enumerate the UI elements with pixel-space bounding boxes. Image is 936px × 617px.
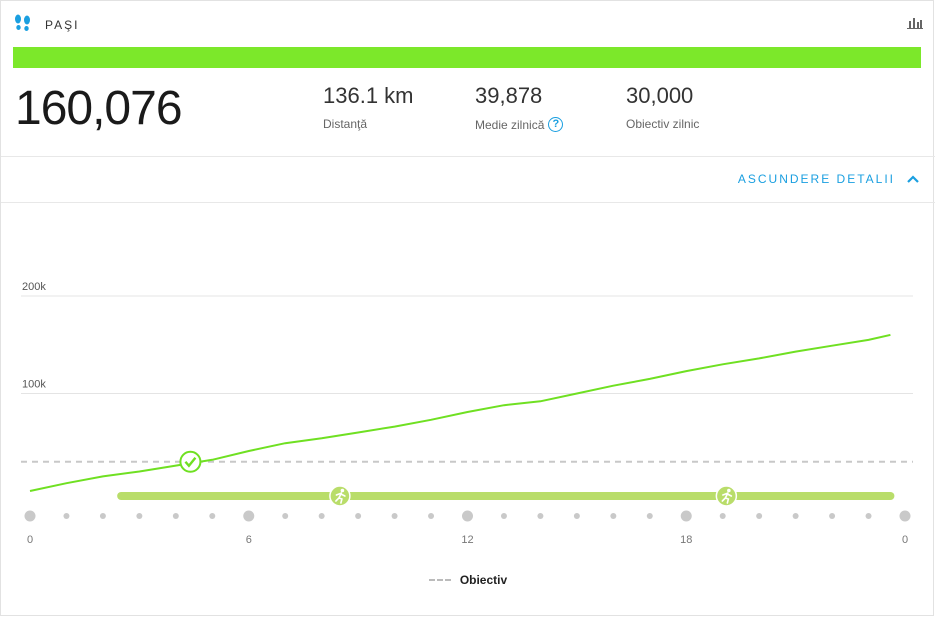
x-tick-label: 12 bbox=[461, 534, 473, 546]
footsteps-icon bbox=[15, 14, 30, 31]
daily-average-label: Medie zilnică bbox=[475, 117, 545, 132]
hour-dot bbox=[428, 513, 435, 519]
hour-dot bbox=[136, 513, 143, 519]
hour-dot bbox=[282, 513, 289, 519]
distance-value: 136.1 km bbox=[323, 83, 414, 108]
goal-reached-check-icon bbox=[179, 450, 202, 473]
running-icon bbox=[329, 485, 351, 507]
divider bbox=[1, 202, 935, 203]
hour-dot bbox=[756, 513, 763, 519]
steps-line-chart: 100k 200k 0 6 12 18 0 bbox=[21, 281, 913, 546]
divider bbox=[1, 156, 935, 157]
hide-details-label: ASCUNDERE DETALII bbox=[737, 172, 895, 186]
x-tick-label: 6 bbox=[246, 534, 252, 546]
hour-dot bbox=[573, 513, 580, 519]
x-tick-label: 0 bbox=[902, 534, 908, 546]
hour-dot bbox=[537, 513, 544, 519]
distance-label: Distanţă bbox=[323, 117, 368, 131]
card-title: PAŞI bbox=[45, 18, 80, 32]
hour-dot bbox=[318, 513, 325, 519]
hour-dot bbox=[99, 513, 106, 519]
total-steps: 160,076 bbox=[15, 82, 183, 135]
y-tick-label: 200k bbox=[22, 281, 46, 293]
legend-goal-label: Obiectiv bbox=[459, 573, 508, 587]
hour-dot bbox=[719, 513, 726, 519]
x-tick-label: 18 bbox=[680, 534, 692, 546]
hour-dot bbox=[792, 513, 799, 519]
hour-dot bbox=[462, 510, 473, 522]
daily-goal-value: 30,000 bbox=[626, 83, 694, 108]
hide-details-toggle[interactable]: ASCUNDERE DETALII bbox=[738, 172, 919, 186]
daily-goal-label: Obiectiv zilnic bbox=[626, 117, 700, 131]
x-tick-label: 0 bbox=[27, 534, 33, 546]
hour-dot bbox=[243, 510, 255, 522]
distance-stat: 136.1 km Distanţă bbox=[323, 83, 414, 131]
hour-dot bbox=[391, 513, 398, 519]
hour-dot bbox=[63, 513, 70, 519]
hour-dot bbox=[355, 513, 362, 519]
hour-dot bbox=[646, 513, 653, 519]
hour-dot bbox=[610, 513, 617, 519]
running-icon bbox=[715, 485, 738, 507]
daily-average-value: 39,878 bbox=[475, 83, 543, 108]
hour-dot bbox=[899, 510, 911, 522]
hour-dot bbox=[680, 510, 692, 522]
y-tick-label: 100k bbox=[22, 379, 46, 391]
chevron-up-icon bbox=[907, 175, 919, 183]
daily-goal-stat: 30,000 Obiectiv zilnic bbox=[626, 83, 699, 131]
hour-dot bbox=[172, 513, 179, 519]
hour-dot bbox=[829, 513, 836, 519]
hour-dot bbox=[24, 510, 36, 522]
daily-average-stat: 39,878 Medie zilnică ? bbox=[475, 83, 564, 132]
hour-dot bbox=[500, 513, 507, 519]
goal-progress-bar bbox=[13, 47, 921, 68]
hour-dot bbox=[865, 513, 872, 519]
chart-legend: Obiectiv bbox=[1, 573, 935, 587]
legend-goal-swatch bbox=[428, 579, 451, 581]
card-header: PAŞI bbox=[1, 1, 935, 47]
hour-dot bbox=[209, 513, 216, 519]
steps-series-line bbox=[29, 333, 891, 492]
help-icon[interactable]: ? bbox=[548, 117, 564, 132]
bar-chart-icon[interactable] bbox=[907, 17, 923, 29]
